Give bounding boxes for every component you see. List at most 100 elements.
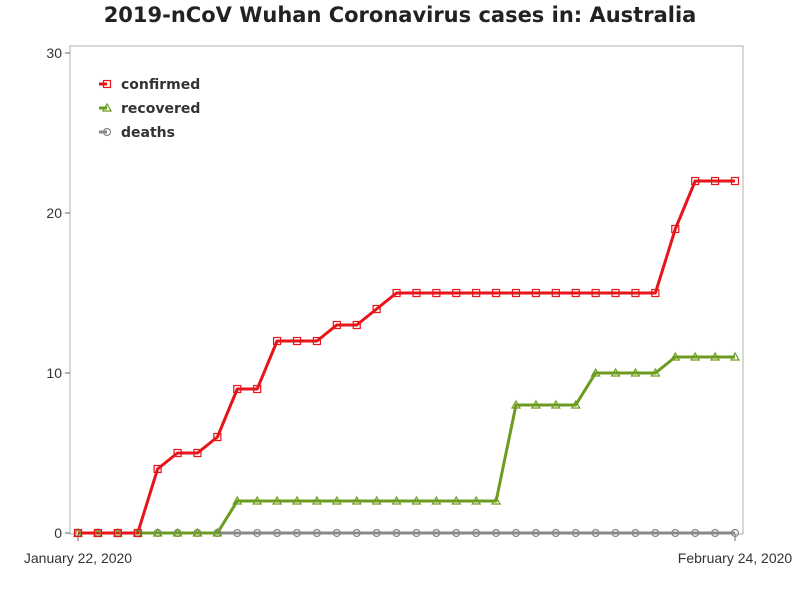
recovered-point [252, 495, 263, 505]
deaths-point [651, 528, 660, 538]
deaths-point [531, 528, 541, 538]
deaths-point [511, 528, 521, 538]
deaths-point [472, 528, 481, 538]
recovered-point [232, 495, 243, 505]
series-layer [72, 176, 741, 538]
recovered-point [371, 495, 382, 505]
confirmed-point [571, 288, 580, 298]
deaths-point [352, 528, 361, 538]
confirmed-point [531, 288, 541, 298]
recovered-point [510, 399, 522, 409]
confirmed-point [611, 288, 620, 298]
confirmed-point [412, 288, 421, 298]
recovered-point [710, 351, 721, 361]
confirmed-point [73, 528, 83, 538]
recovered-point [491, 495, 502, 505]
deaths-point [710, 528, 720, 538]
recovered-point [729, 351, 741, 361]
x-end-label: February 24, 2020 [678, 550, 793, 566]
recovered-point [331, 495, 342, 505]
confirmed-line [78, 179, 735, 535]
recovered-point [570, 399, 581, 409]
confirmed-point [551, 288, 560, 298]
confirmed-point [591, 288, 600, 298]
recovered-point [690, 351, 701, 361]
deaths-point [491, 528, 501, 538]
recovered-point [291, 495, 303, 505]
recovered-point [670, 351, 681, 361]
deaths-point [611, 528, 620, 538]
y-tick-label: 20 [46, 205, 62, 221]
recovered-point [530, 399, 541, 409]
deaths-point [372, 528, 381, 538]
legend-confirmed-label: confirmed [121, 77, 200, 93]
deaths-point [551, 528, 560, 538]
legend-recovered-label: recovered [121, 101, 200, 117]
confirmed-point [352, 320, 361, 330]
confirmed-point [332, 320, 341, 330]
recovered-point [152, 527, 163, 537]
recovered-point [550, 399, 561, 409]
confirmed-point [93, 528, 103, 538]
confirmed-point [452, 288, 461, 298]
y-tick-label: 10 [46, 365, 62, 381]
x-start-label: January 22, 2020 [24, 550, 132, 566]
confirmed-point [511, 288, 521, 298]
confirmed-point [272, 336, 282, 346]
deaths-point [452, 528, 461, 538]
deaths-point [591, 528, 600, 538]
recovered-line [78, 355, 735, 535]
recovered-point [610, 367, 621, 377]
confirmed-point [472, 288, 481, 298]
deaths-point [332, 528, 341, 538]
recovered-point [650, 367, 661, 377]
deaths-point [253, 528, 262, 538]
confirmed-point [133, 528, 142, 538]
deaths-point [691, 528, 700, 538]
legend-deaths-marker [102, 127, 112, 137]
recovered-point [411, 495, 422, 505]
deaths-point [432, 528, 441, 538]
confirmed-point [372, 304, 381, 314]
chart-title: 2019-nCoV Wuhan Coronavirus cases in: Au… [103, 3, 697, 27]
confirmed-point [691, 176, 700, 186]
deaths-point [392, 528, 401, 538]
confirmed-point [153, 464, 162, 474]
recovered-point [311, 495, 322, 505]
confirmed-point [671, 224, 680, 234]
confirmed-point [432, 288, 441, 298]
recovered-point [172, 527, 183, 537]
plot-frame [69, 45, 744, 535]
confirmed-point [312, 336, 322, 346]
deaths-point [631, 528, 640, 538]
recovered-point [431, 495, 442, 505]
recovered-point [192, 527, 203, 537]
confirmed-point [730, 176, 740, 186]
confirmed-point [651, 288, 660, 298]
deaths-point [730, 528, 740, 538]
recovered-point [212, 527, 223, 537]
confirmed-point [491, 288, 501, 298]
deaths-point [272, 528, 282, 538]
recovered-point [272, 495, 283, 505]
deaths-point [312, 528, 322, 538]
legend-recovered-marker [101, 102, 113, 112]
legend: confirmed recovered deaths [99, 77, 200, 141]
confirmed-point [253, 384, 262, 394]
recovered-point [391, 495, 402, 505]
deaths-point [571, 528, 580, 538]
recovered-point [590, 367, 601, 377]
confirmed-point [193, 448, 202, 458]
legend-confirmed-marker [102, 79, 112, 89]
deaths-point [233, 528, 242, 538]
recovered-point [351, 495, 362, 505]
deaths-point [412, 528, 421, 538]
recovered-point [630, 367, 641, 377]
deaths-point [671, 528, 680, 538]
y-tick-label: 0 [54, 525, 62, 541]
confirmed-point [233, 384, 242, 394]
confirmed-point [392, 288, 401, 298]
confirmed-point [113, 528, 122, 538]
confirmed-point [710, 176, 720, 186]
